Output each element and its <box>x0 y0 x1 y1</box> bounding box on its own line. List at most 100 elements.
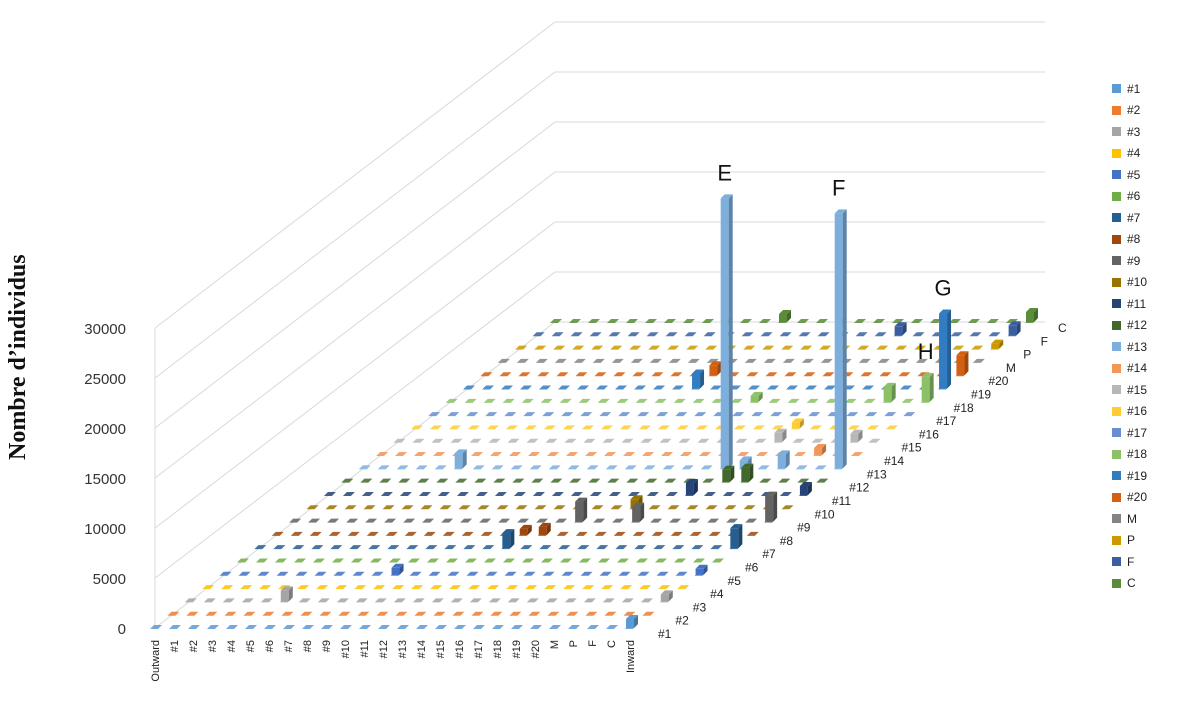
floor-cell <box>355 598 368 603</box>
bar <box>741 463 754 482</box>
floor-cell <box>347 531 360 536</box>
depth-tick-label: #13 <box>867 467 887 481</box>
bar <box>921 372 934 402</box>
bar <box>991 339 1004 349</box>
floor-cell <box>401 505 414 510</box>
floor-cell <box>743 505 756 510</box>
floor-cell <box>642 611 655 616</box>
floor-cell <box>730 398 743 403</box>
floor-cell <box>309 531 322 536</box>
bar-top <box>685 478 698 483</box>
bar <box>799 481 812 495</box>
floor-cell <box>640 598 653 603</box>
floor-cell <box>403 518 416 523</box>
floor-cell <box>597 558 610 563</box>
bar-side <box>773 491 778 522</box>
bar-top <box>730 524 743 529</box>
floor-cell <box>683 319 695 323</box>
floor-cell <box>592 358 605 363</box>
floor-cell <box>672 385 685 390</box>
floor-cell <box>396 465 409 470</box>
legend-label: #10 <box>1127 275 1148 290</box>
floor-cell <box>422 518 435 523</box>
floor-cell <box>456 491 469 496</box>
floor-cell <box>333 571 346 576</box>
floor-cell <box>805 385 818 390</box>
floor-cell <box>629 345 642 350</box>
bar-top <box>765 491 778 496</box>
floor-cell <box>779 332 792 337</box>
floor-cell <box>600 425 613 430</box>
bar-front <box>660 594 669 602</box>
floor-cell <box>433 452 446 457</box>
floor-cell <box>915 358 928 363</box>
floor-cell <box>635 398 648 403</box>
floor-cell <box>700 465 713 470</box>
legend-item: #6 <box>1112 186 1147 208</box>
floor-cell <box>572 345 585 350</box>
floor-cell <box>431 598 444 603</box>
bar-front <box>765 495 774 522</box>
floor-cell <box>222 598 235 603</box>
legend-item: #19 <box>1112 465 1147 487</box>
x-tick-label: #4 <box>226 640 238 652</box>
floor-cell <box>626 478 639 483</box>
floor-cell <box>760 332 773 337</box>
floor-cell <box>759 319 771 323</box>
floor-cell <box>811 438 824 443</box>
floor-cell <box>203 598 216 603</box>
floor-cell <box>646 491 659 496</box>
x-tick-label: #13 <box>397 640 409 658</box>
floor-cell <box>611 358 624 363</box>
floor-cell <box>667 345 680 350</box>
floor-cell <box>502 398 515 403</box>
floor-cell <box>580 571 593 576</box>
floor-cell <box>759 478 772 483</box>
floor-cell <box>814 465 827 470</box>
floor-cell <box>273 545 286 550</box>
floor-cell <box>399 491 412 496</box>
floor-cell <box>480 372 493 377</box>
floor-cell <box>507 598 520 603</box>
floor-cell <box>314 571 327 576</box>
floor-cell <box>903 412 916 417</box>
bar-top <box>695 564 708 569</box>
bar-side <box>634 615 638 628</box>
bar-side <box>749 463 754 482</box>
legend-label: #3 <box>1127 124 1141 139</box>
gridline <box>154 221 1045 529</box>
y-tick-label: 25000 <box>84 371 126 388</box>
floor-cell <box>612 518 625 523</box>
floor-cell <box>752 425 765 430</box>
floor-cell <box>627 491 640 496</box>
floor-cell <box>623 452 636 457</box>
floor-cell <box>798 332 811 337</box>
floor-cell <box>551 491 564 496</box>
floor-cell <box>531 478 544 483</box>
bar-top <box>720 194 733 199</box>
floor-cell <box>988 332 1001 337</box>
legend-swatch <box>1112 428 1121 438</box>
floor-cell <box>860 372 873 377</box>
legend-swatch <box>1112 105 1121 115</box>
floor-cell <box>404 531 417 536</box>
floor-cell <box>497 358 510 363</box>
bar <box>692 369 705 389</box>
floor-cell <box>885 425 898 430</box>
x-tick-label: F <box>587 640 599 647</box>
bar-side <box>700 369 705 389</box>
legend-swatch <box>1112 256 1121 266</box>
floor-cell <box>707 518 720 523</box>
floor-cell <box>350 558 363 563</box>
bar-side <box>999 339 1004 349</box>
floor-cell <box>317 598 330 603</box>
legend-swatch <box>1112 363 1121 373</box>
x-tick-label: #10 <box>340 640 352 658</box>
floor-cell <box>283 625 295 629</box>
floor-cell <box>593 518 606 523</box>
legend-item: #10 <box>1112 272 1147 294</box>
floor-cell <box>972 358 985 363</box>
floor-cell <box>398 478 411 483</box>
floor-cell <box>485 412 498 417</box>
floor-cell <box>559 558 572 563</box>
